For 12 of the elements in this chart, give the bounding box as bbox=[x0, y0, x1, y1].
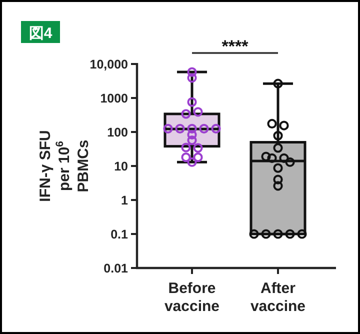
y-tick-label: 0.01 bbox=[104, 262, 128, 276]
y-tick-label: 10,000 bbox=[90, 58, 128, 72]
x-tick-label: Before vaccine bbox=[164, 280, 220, 315]
y-axis-title: IFN-γ SFU per 10$^{6}$ PBMCs bbox=[37, 130, 92, 202]
chart-title: 図4 bbox=[28, 25, 53, 42]
y-tick-label: 100 bbox=[107, 126, 128, 140]
y-tick-label: 1 bbox=[121, 194, 128, 208]
x-tick-label: After vaccine bbox=[250, 280, 306, 315]
y-tick-label: 1000 bbox=[100, 92, 128, 106]
text: **** bbox=[222, 37, 249, 56]
y-tick-label: 10 bbox=[114, 160, 128, 174]
y-tick-label: 0.1 bbox=[110, 228, 128, 242]
